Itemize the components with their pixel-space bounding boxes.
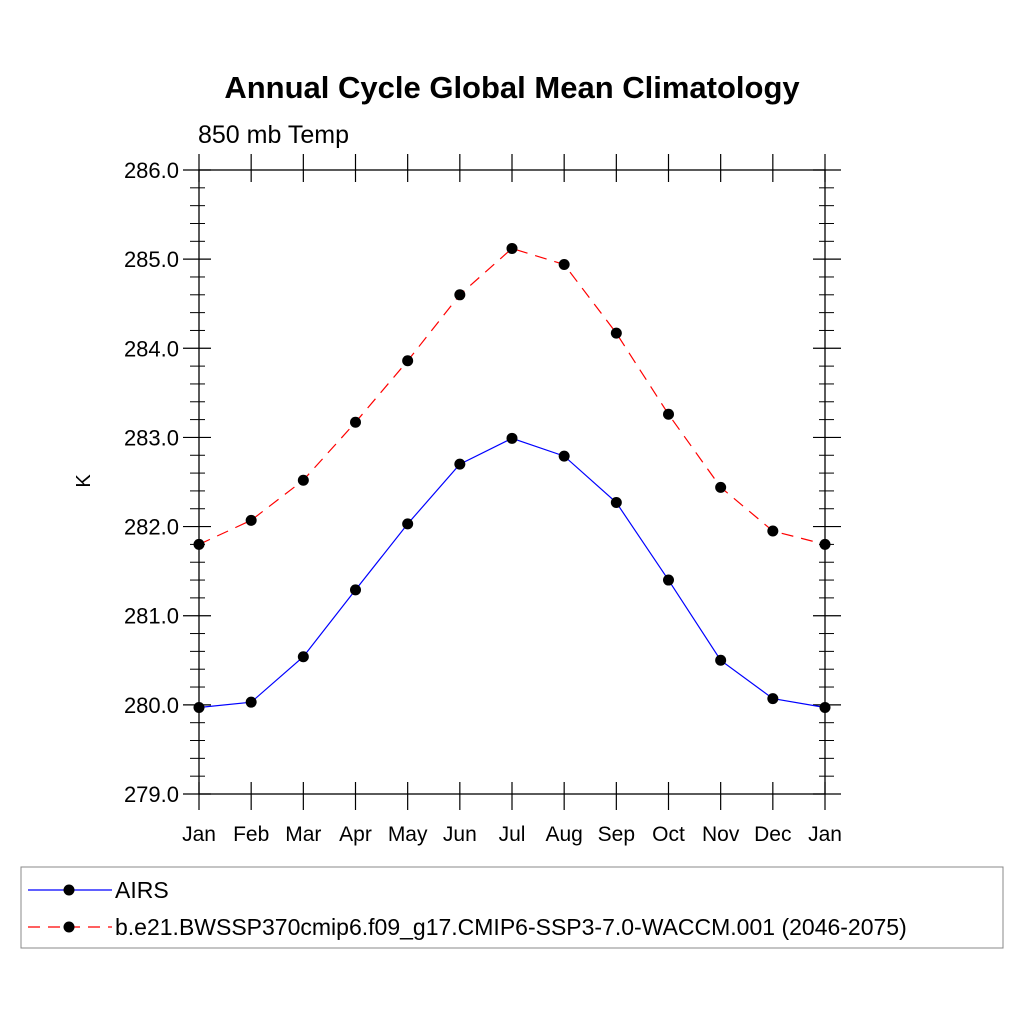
- x-tick-label: Apr: [339, 823, 372, 846]
- series-line-2: [198, 247, 826, 545]
- minor-ticks: [190, 187, 834, 777]
- data-point: [297, 474, 309, 486]
- data-point: [506, 432, 518, 444]
- data-point: [663, 574, 674, 586]
- x-tick-label: May: [388, 823, 428, 846]
- x-tick-label: Jul: [499, 823, 526, 846]
- chart-subtitle: 850 mb Temp: [198, 121, 349, 149]
- y-tick-label: 281.0: [124, 604, 179, 629]
- y-tick-label: 279.0: [124, 782, 179, 807]
- series-markers: [193, 242, 831, 714]
- legend-marker-1: [63, 884, 75, 896]
- data-point: [245, 514, 257, 526]
- legend: AIRS b.e21.BWSSP370cmip6.f09_g17.CMIP6-SS…: [20, 866, 1004, 949]
- legend-label-2: b.e21.BWSSP370cmip6.f09_g17.CMIP6-SSP3-7…: [115, 914, 907, 940]
- data-point: [402, 355, 414, 367]
- data-point: [350, 584, 361, 596]
- data-point: [715, 481, 727, 493]
- data-point: [506, 242, 518, 254]
- data-point: [350, 416, 361, 428]
- data-point: [402, 518, 414, 530]
- x-tick-label: Sep: [598, 823, 635, 846]
- y-tick-label: 285.0: [124, 247, 179, 272]
- data-point: [663, 408, 674, 420]
- data-point: [558, 258, 570, 270]
- data-point: [715, 654, 727, 666]
- y-axis-label: K: [73, 474, 95, 488]
- x-tick-label: Oct: [652, 823, 685, 846]
- x-tick-label: Dec: [754, 823, 791, 846]
- data-point: [767, 693, 779, 705]
- y-tick-label: 283.0: [124, 425, 179, 450]
- y-tick-label: 282.0: [124, 515, 179, 540]
- x-tick-labels: Jan Feb Mar Apr May Jun Jul Aug Sep Oct Nov Dec Jan: [182, 823, 842, 846]
- x-tick-label: Mar: [285, 823, 321, 846]
- data-point: [454, 289, 466, 301]
- legend-entries: AIRS b.e21.BWSSP370cmip6.f09_g17.CMIP6-SS…: [28, 877, 907, 940]
- series-lines: [198, 247, 826, 709]
- legend-marker-2: [63, 921, 75, 933]
- y-tick-label: 284.0: [124, 336, 179, 361]
- y-tick-labels: 279.0 280.0 281.0 282.0 283.0 284.0 285.0 286.0: [124, 158, 179, 807]
- x-tick-label: Nov: [702, 823, 740, 846]
- x-tick-label: Feb: [233, 823, 269, 846]
- x-tick-label: Jun: [443, 823, 477, 846]
- data-point: [558, 450, 570, 462]
- data-point: [610, 327, 622, 339]
- y-tick-label: 286.0: [124, 158, 179, 183]
- x-tick-label: Jan: [808, 823, 842, 846]
- major-ticks: [183, 154, 841, 810]
- data-point: [297, 651, 309, 663]
- x-tick-label: Jan: [182, 823, 216, 846]
- data-point: [454, 458, 466, 470]
- data-point: [245, 696, 257, 708]
- data-point: [767, 525, 779, 537]
- data-point: [610, 497, 622, 509]
- x-tick-label: Aug: [545, 823, 582, 846]
- legend-label-1: AIRS: [115, 877, 169, 903]
- y-tick-label: 280.0: [124, 693, 179, 718]
- series-line-1: [198, 437, 826, 709]
- chart-title: Annual Cycle Global Mean Climatology: [224, 70, 800, 105]
- plot-frame: [198, 169, 826, 795]
- legend-box: [20, 866, 1004, 949]
